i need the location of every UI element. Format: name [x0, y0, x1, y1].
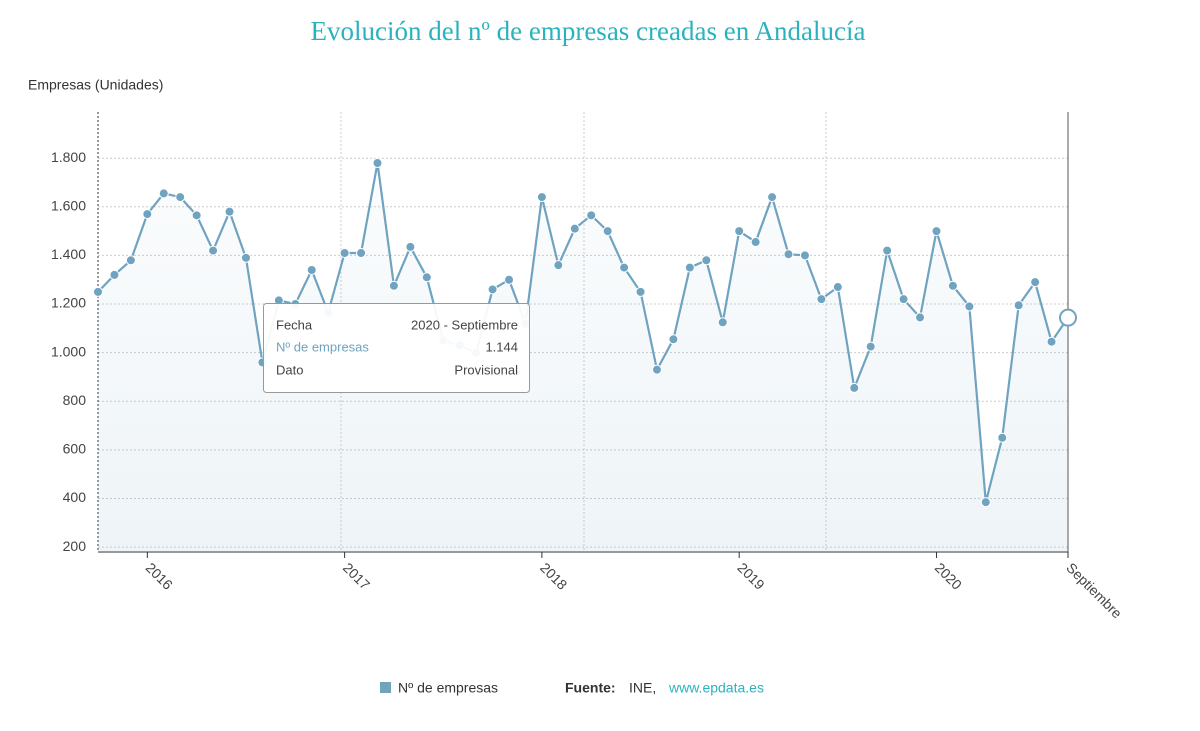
chart-title: Evolución del nº de empresas creadas en … — [311, 16, 866, 46]
y-tick-label: 400 — [63, 489, 87, 505]
point — [586, 210, 597, 221]
y-tick-label: 1.400 — [51, 246, 86, 262]
y-tick-label: 1.200 — [51, 295, 86, 311]
point — [816, 294, 827, 305]
legend-label[interactable]: Nº de empresas — [398, 680, 498, 696]
point — [865, 341, 876, 352]
point — [997, 432, 1008, 443]
x-tick-label: 2020 — [932, 559, 965, 592]
point — [240, 252, 251, 263]
point — [1046, 336, 1057, 347]
point — [306, 265, 317, 276]
area — [98, 163, 1068, 552]
x-tick-label: 2016 — [143, 559, 176, 592]
point — [208, 245, 219, 256]
point — [964, 301, 975, 312]
y-tick-label: 200 — [63, 538, 87, 554]
point — [947, 280, 958, 291]
point — [668, 334, 679, 345]
point — [1013, 300, 1024, 311]
y-tick-label: 1.600 — [51, 198, 86, 214]
point — [684, 262, 695, 273]
point — [175, 192, 186, 203]
point — [487, 284, 498, 295]
point — [109, 269, 120, 280]
tooltip-value: Provisional — [454, 362, 518, 377]
point — [553, 260, 564, 271]
point — [931, 226, 942, 237]
tooltip-key: Fecha — [276, 317, 313, 332]
point — [372, 158, 383, 169]
x-tick-label: 2019 — [734, 559, 767, 592]
tooltip-value: 1.144 — [485, 339, 518, 354]
source-label: Fuente: — [565, 680, 616, 696]
point — [783, 249, 794, 260]
point — [734, 226, 745, 237]
x-tick-label: 2018 — [537, 559, 570, 592]
point — [1059, 308, 1077, 327]
point — [224, 206, 235, 217]
y-tick-label: 600 — [63, 441, 87, 457]
point — [750, 237, 761, 248]
point — [93, 286, 103, 297]
point — [356, 247, 367, 258]
point — [980, 497, 991, 508]
point — [504, 274, 515, 285]
point — [651, 364, 662, 375]
point — [158, 188, 169, 199]
source-text: INE, — [629, 680, 656, 696]
point — [569, 223, 580, 234]
point — [701, 255, 712, 266]
point — [767, 192, 778, 203]
tooltip-value: 2020 - Septiembre — [411, 317, 518, 332]
point — [536, 192, 547, 203]
point — [898, 294, 909, 305]
y-tick-label: 1.000 — [51, 343, 86, 359]
point — [421, 272, 432, 283]
point — [125, 255, 136, 266]
point — [191, 210, 202, 221]
source-link[interactable]: www.epdata.es — [668, 680, 764, 696]
point — [717, 317, 728, 328]
y-axis-label: Empresas (Unidades) — [28, 77, 163, 93]
y-tick-label: 1.800 — [51, 149, 86, 165]
point — [388, 280, 399, 291]
tooltip-key: Dato — [276, 362, 303, 377]
point — [799, 250, 810, 261]
point — [882, 245, 893, 256]
point — [849, 382, 860, 393]
x-tick-label: Septiembre — [1063, 559, 1125, 621]
point — [339, 247, 350, 258]
tooltip: Fecha 2020 - Septiembre Nº de empresas 1.14… — [263, 303, 530, 393]
tooltip-key: Nº de empresas — [276, 339, 369, 354]
point — [405, 241, 416, 252]
point — [1030, 277, 1041, 288]
x-tick-label: 2017 — [340, 559, 373, 592]
point — [142, 209, 153, 220]
y-tick-label: 800 — [63, 392, 87, 408]
point — [915, 312, 926, 323]
point — [635, 286, 646, 297]
legend-swatch[interactable] — [380, 682, 391, 693]
tooltip-box — [263, 303, 530, 393]
point — [602, 226, 613, 237]
point — [832, 282, 843, 293]
point — [619, 262, 630, 273]
